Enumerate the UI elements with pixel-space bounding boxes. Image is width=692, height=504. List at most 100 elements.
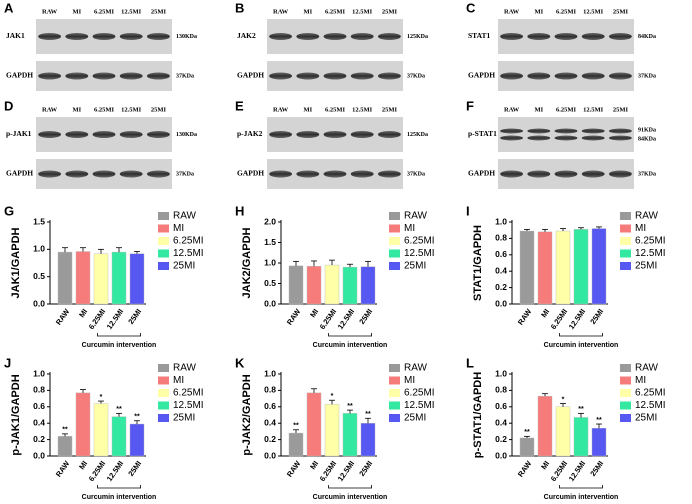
legend-swatch <box>158 212 169 220</box>
legend-label: MI <box>635 223 646 234</box>
legend-label: 12.5MI <box>635 400 666 411</box>
band <box>608 33 632 40</box>
significance-label: ** <box>116 406 122 413</box>
lane-label: 25MI <box>382 106 398 113</box>
band <box>350 131 374 138</box>
band <box>527 72 551 80</box>
panel-letter: E <box>235 98 244 113</box>
error-bar <box>116 247 122 253</box>
band <box>350 72 374 80</box>
lane-label: 6.25MI <box>556 106 577 113</box>
error-bar <box>560 403 566 407</box>
band <box>500 128 524 134</box>
error-bar <box>365 417 371 424</box>
error-bar <box>365 260 371 267</box>
protein-label: GAPDH <box>237 71 264 80</box>
error-bar <box>578 227 584 230</box>
error-bar <box>524 435 530 438</box>
y-tick-label: 0.8 <box>495 385 507 395</box>
legend-label: RAW <box>404 363 428 374</box>
legend-swatch <box>389 237 400 245</box>
legend-label: 6.25MI <box>404 236 435 247</box>
x-tick-label: 25MI <box>588 307 605 326</box>
error-bar <box>542 228 548 232</box>
protein-label: GAPDH <box>6 169 33 178</box>
size-label: 37KDa <box>176 171 194 177</box>
x-tick-label: RAW <box>516 458 534 478</box>
bar <box>111 416 127 457</box>
panel-letter: L <box>466 355 474 370</box>
x-tick-label: 6.25MI <box>87 307 108 331</box>
panel-letter: D <box>4 98 13 113</box>
error-bar <box>62 247 68 253</box>
lane-label: MI <box>72 8 81 15</box>
x-tick-label: MI <box>539 459 551 471</box>
band <box>350 170 374 178</box>
error-bar <box>596 423 602 429</box>
legend-label: 12.5MI <box>404 248 435 259</box>
y-tick-label: 0.6 <box>495 401 507 411</box>
band <box>65 170 89 178</box>
lane-label: MI <box>534 106 543 113</box>
panel-letter: B <box>235 0 244 15</box>
legend-label: 25MI <box>173 261 195 272</box>
error-bar <box>293 260 299 266</box>
x-tick-label: RAW <box>285 458 303 478</box>
band <box>554 128 578 134</box>
bar <box>360 266 376 305</box>
x-tick-label: 6.25MI <box>87 459 108 483</box>
y-tick-label: 0.5 <box>33 271 45 281</box>
band <box>608 72 632 80</box>
band <box>323 131 347 138</box>
x-tick-label: 25MI <box>357 459 374 478</box>
y-tick-label: 0.0 <box>33 450 45 460</box>
band <box>500 170 524 178</box>
error-bar <box>98 248 104 254</box>
bar <box>555 230 571 305</box>
bar <box>324 264 340 305</box>
band <box>581 135 605 141</box>
legend-label: 12.5MI <box>173 400 204 411</box>
bracket-label: Curcumin intervention <box>544 342 619 349</box>
bracket-label: Curcumin intervention <box>544 494 619 501</box>
y-tick-label: 0.0 <box>33 298 45 308</box>
legend-label: 12.5MI <box>404 400 435 411</box>
band <box>269 33 293 40</box>
band <box>350 33 374 40</box>
band <box>65 33 89 40</box>
y-tick-label: 1.5 <box>264 237 276 247</box>
y-tick-label: 0.0 <box>264 298 276 308</box>
legend-label: 25MI <box>173 413 195 424</box>
significance-label: ** <box>347 403 353 410</box>
band <box>608 135 632 141</box>
lane-label: 6.25MI <box>556 8 577 15</box>
legend-swatch <box>158 364 169 372</box>
y-tick-label: 1.0 <box>495 368 507 378</box>
bar <box>288 265 304 305</box>
y-axis-label: JAK1/GAPDH <box>10 227 22 298</box>
lane-label: 12.5MI <box>352 8 373 15</box>
bracket <box>97 333 141 337</box>
x-tick-label: 25MI <box>126 307 143 326</box>
band <box>92 33 116 40</box>
x-tick-label: RAW <box>54 458 72 478</box>
band <box>38 131 62 138</box>
bar <box>93 253 109 305</box>
bracket-label: Curcumin intervention <box>313 494 388 501</box>
bar <box>288 432 304 457</box>
x-tick-label: RAW <box>285 306 303 326</box>
x-tick-label: 25MI <box>588 459 605 478</box>
legend-swatch <box>389 401 400 410</box>
bar <box>75 392 91 457</box>
panel-letter: G <box>4 203 14 218</box>
panel-letter: H <box>235 203 244 218</box>
bar <box>591 228 607 305</box>
band <box>38 170 62 178</box>
legend-label: RAW <box>635 363 659 374</box>
band <box>527 170 551 178</box>
significance-label: * <box>331 393 334 400</box>
y-tick-label: 0.2 <box>495 434 507 444</box>
x-tick-label: MI <box>539 307 551 319</box>
y-tick-label: 0.6 <box>33 401 45 411</box>
lane-label: MI <box>534 8 543 15</box>
